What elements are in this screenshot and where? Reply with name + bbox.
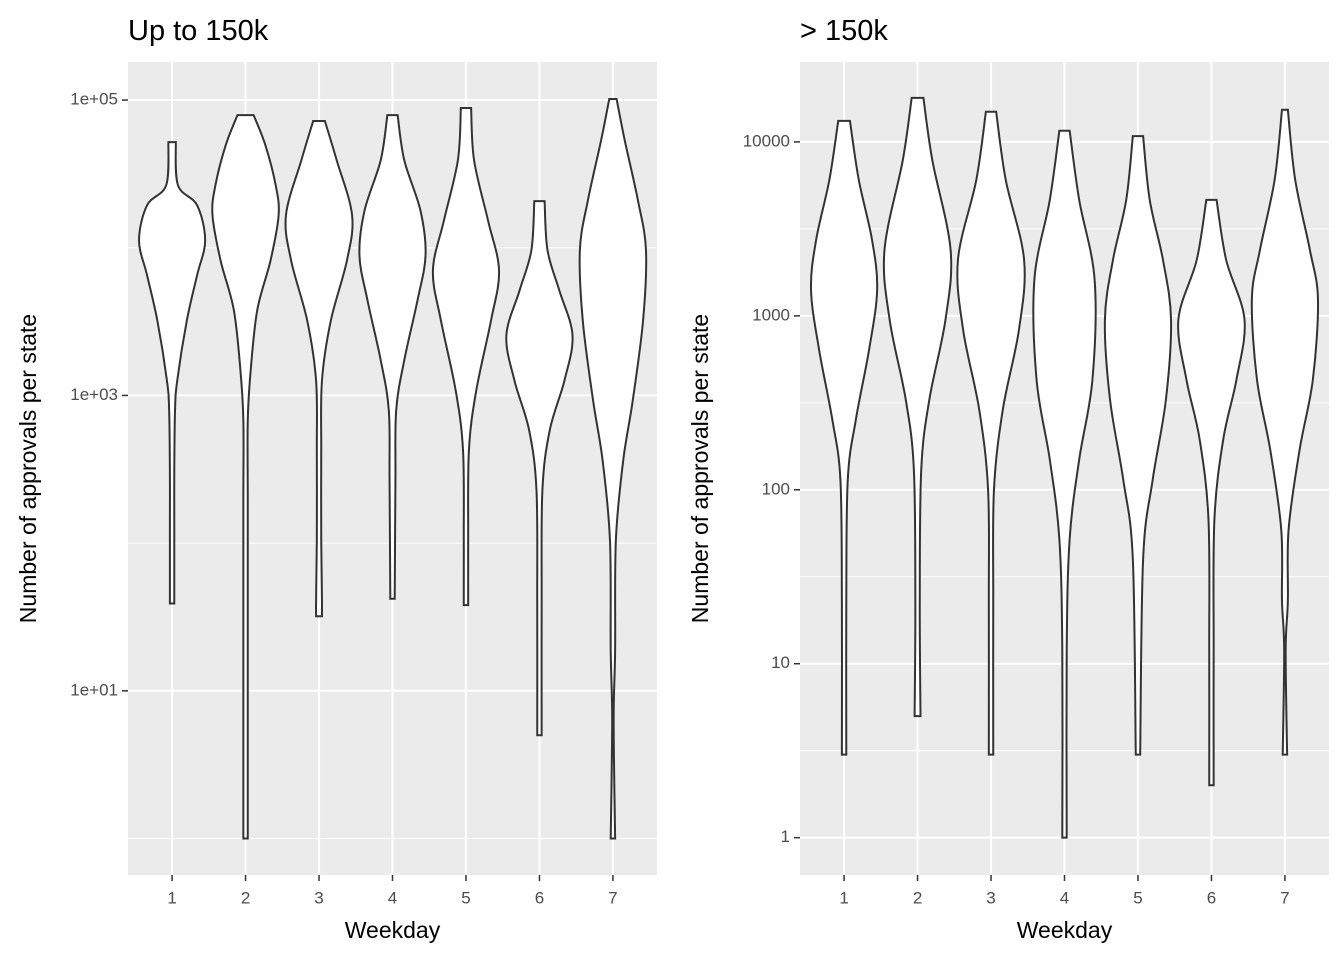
violin bbox=[138, 141, 207, 605]
x-axis-title: Weekday bbox=[1017, 917, 1113, 943]
x-tick-label: 4 bbox=[388, 888, 397, 907]
violin bbox=[1177, 198, 1246, 787]
x-tick-label: 7 bbox=[608, 888, 617, 907]
y-tick-label: 1000 bbox=[752, 305, 790, 324]
x-tick-label: 6 bbox=[1207, 888, 1216, 907]
y-tick-label: 10 bbox=[771, 653, 790, 672]
violin bbox=[956, 110, 1026, 756]
x-tick-label: 5 bbox=[461, 888, 470, 907]
violin bbox=[505, 200, 574, 737]
violin bbox=[578, 98, 648, 840]
violin bbox=[431, 107, 501, 607]
x-tick-label: 1 bbox=[839, 888, 848, 907]
x-tick-label: 3 bbox=[314, 888, 323, 907]
x-tick-label: 3 bbox=[986, 888, 995, 907]
x-tick-label: 4 bbox=[1060, 888, 1069, 907]
x-tick-label: 7 bbox=[1280, 888, 1289, 907]
y-axis-title: Number of approvals per state bbox=[687, 314, 713, 623]
x-tick-label: 5 bbox=[1133, 888, 1142, 907]
violin bbox=[1103, 135, 1173, 756]
violin bbox=[809, 119, 879, 756]
violin bbox=[1032, 129, 1097, 839]
x-tick-label: 6 bbox=[535, 888, 544, 907]
chart-title: > 150k bbox=[800, 15, 888, 47]
x-axis-title: Weekday bbox=[345, 917, 441, 943]
violin bbox=[1250, 108, 1320, 756]
violin bbox=[211, 114, 280, 840]
y-axis-title: Number of approvals per state bbox=[15, 314, 41, 623]
y-tick-label: 1e+05 bbox=[70, 90, 118, 109]
y-tick-label: 1e+03 bbox=[70, 385, 118, 404]
y-tick-label: 1e+01 bbox=[70, 680, 118, 699]
x-tick-label: 2 bbox=[913, 888, 922, 907]
y-tick-label: 1 bbox=[781, 827, 790, 846]
chart-title: Up to 150k bbox=[128, 15, 269, 47]
x-tick-label: 2 bbox=[241, 888, 250, 907]
y-tick-label: 10000 bbox=[743, 131, 790, 150]
violin bbox=[284, 120, 354, 618]
violin bbox=[358, 114, 427, 600]
y-tick-label: 100 bbox=[762, 479, 790, 498]
x-tick-label: 1 bbox=[167, 888, 176, 907]
violin bbox=[882, 96, 953, 718]
